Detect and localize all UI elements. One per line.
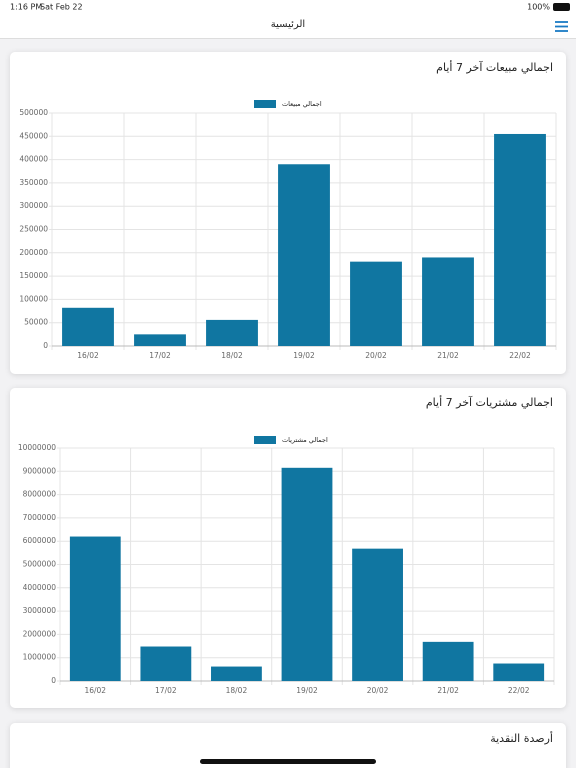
x-tick-label: 20/02 [367,686,389,695]
x-tick-label: 19/02 [293,351,315,360]
bar [281,467,333,681]
bar [494,133,546,346]
y-tick-label: 450000 [19,131,48,140]
y-tick-label: 10000000 [18,443,56,452]
y-tick-label: 50000 [24,318,48,327]
bar [278,164,330,346]
y-tick-label: 1000000 [23,653,57,662]
y-tick-label: 500000 [19,108,48,117]
x-tick-label: 16/02 [84,686,106,695]
y-tick-label: 5000000 [23,560,57,569]
bar [350,261,402,346]
legend-label: اجمالي مبيعات [282,100,322,108]
bar [211,666,262,681]
bar [493,663,545,681]
status-time: 1:16 PM [10,3,42,12]
x-tick-label: 22/02 [509,351,531,360]
y-tick-label: 2000000 [23,629,57,638]
y-tick-label: 6000000 [23,536,57,545]
bar [422,257,474,346]
x-tick-label: 21/02 [437,351,459,360]
legend-swatch [254,100,276,108]
bar [422,641,474,681]
y-tick-label: 300000 [19,201,48,210]
card [10,723,566,768]
chart-title: اجمالي مشتريات آخر 7 أيام [426,395,553,409]
legend-label: اجمالي مشتريات [282,436,328,444]
y-tick-label: 0 [51,676,56,685]
bar [140,646,192,681]
bar [69,536,121,681]
bar [206,319,258,346]
y-tick-label: 3000000 [23,606,57,615]
x-tick-label: 17/02 [155,686,177,695]
page-title: الرئيسية [271,19,305,30]
x-tick-label: 17/02 [149,351,171,360]
card-title: أرصدة النقدية [490,731,553,745]
x-tick-label: 16/02 [77,351,99,360]
status-date: Sat Feb 22 [40,3,83,12]
y-tick-label: 350000 [19,178,48,187]
chart-title: اجمالي مبيعات آخر 7 أيام [436,60,553,74]
home-indicator [200,759,376,764]
y-tick-label: 9000000 [23,466,57,475]
y-tick-label: 200000 [19,248,48,257]
bar [134,334,186,346]
y-tick-label: 100000 [19,294,48,303]
y-tick-label: 250000 [19,225,48,234]
y-tick-label: 400000 [19,155,48,164]
y-tick-label: 4000000 [23,583,57,592]
x-tick-label: 22/02 [508,686,530,695]
y-tick-label: 7000000 [23,513,57,522]
status-battery: 100% [527,3,550,12]
x-tick-label: 19/02 [296,686,318,695]
menu-button[interactable] [555,21,568,32]
battery-icon [553,3,570,11]
bar [352,548,403,681]
x-tick-label: 21/02 [437,686,459,695]
y-tick-label: 0 [43,341,48,350]
x-tick-label: 18/02 [221,351,243,360]
nav-bar [0,0,576,38]
legend-swatch [254,436,276,444]
x-tick-label: 20/02 [365,351,387,360]
y-tick-label: 8000000 [23,490,57,499]
y-tick-label: 150000 [19,271,48,280]
x-tick-label: 18/02 [226,686,248,695]
bar [62,307,114,346]
